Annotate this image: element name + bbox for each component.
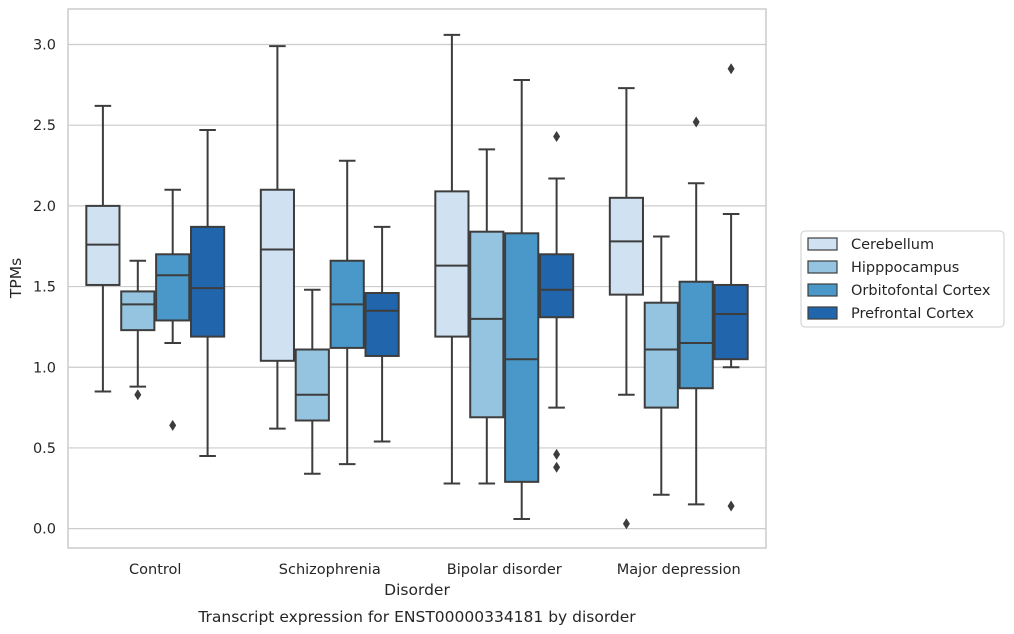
box-0-3 [190, 129, 226, 458]
y-tick-label: 2.0 [33, 199, 56, 215]
y-tick-label: 1.5 [33, 280, 56, 296]
x-tick-labels: Control Schizophrenia Bipolar disorder Majo… [129, 562, 741, 578]
box-2-1 [469, 148, 505, 485]
y-tick-label: 0.5 [33, 441, 56, 457]
outlier-point [553, 448, 561, 460]
plot-area-frame [67, 8, 767, 549]
y-tick-label: 3.0 [33, 38, 56, 54]
outlier-point [692, 116, 700, 128]
legend-swatch [807, 306, 838, 320]
y-tick-label: 0.0 [33, 522, 56, 538]
legend-swatch [807, 260, 838, 274]
box-3-3 [713, 63, 749, 512]
x-tick-label: Control [129, 562, 181, 578]
box-iqr [364, 292, 400, 357]
box-iqr [469, 230, 505, 419]
box-iqr [643, 301, 679, 409]
outlier-point [134, 389, 142, 401]
box-iqr [434, 190, 470, 338]
box-iqr [120, 290, 156, 332]
legend-label: Cerebellum [851, 237, 934, 253]
box-2-2 [504, 79, 540, 520]
box-2-0 [434, 33, 470, 485]
box-groups [85, 33, 749, 530]
x-tick-label: Major depression [617, 562, 741, 578]
legend-swatch [807, 283, 838, 297]
box-iqr [713, 283, 749, 361]
y-axis-title: TPMs [7, 258, 25, 299]
box-0-0 [85, 104, 121, 393]
outlier-point [553, 461, 561, 473]
x-tick-label: Schizophrenia [279, 562, 381, 578]
legend-label: Prefrontal Cortex [851, 306, 974, 322]
box-3-2 [678, 116, 714, 506]
box-1-2 [329, 159, 365, 466]
box-iqr [608, 196, 644, 296]
outlier-point [169, 419, 177, 431]
box-1-1 [294, 288, 330, 475]
box-iqr [678, 280, 714, 390]
y-tick-label: 1.0 [33, 360, 56, 376]
outlier-point [727, 500, 735, 512]
box-2-3 [539, 130, 575, 473]
box-iqr [294, 348, 330, 422]
box-iqr [155, 253, 191, 322]
box-iqr [259, 188, 295, 362]
legend-label: Hipppocampus [851, 260, 959, 276]
box-1-3 [364, 225, 400, 443]
box-0-1 [120, 259, 156, 401]
legend-label: Orbitofontal Cortex [851, 283, 991, 299]
box-iqr [190, 225, 226, 338]
x-axis-title: Disorder [384, 581, 450, 599]
legend: Cerebellum Hipppocampus Orbitofontal Corte… [800, 230, 1005, 328]
outlier-point [553, 130, 561, 142]
box-0-2 [155, 188, 191, 431]
x-tick-label: Bipolar disorder [447, 562, 562, 578]
outlier-point [622, 518, 630, 530]
box-3-0 [608, 87, 644, 530]
y-tick-label: 2.5 [33, 118, 56, 134]
box-1-0 [259, 45, 295, 430]
legend-swatch [807, 237, 838, 251]
box-3-1 [643, 235, 679, 496]
y-tick-labels: 0.0 0.5 1.0 1.5 2.0 2.5 3.0 [33, 38, 56, 538]
chart-caption: Transcript expression for ENST0000033418… [197, 608, 636, 626]
legend-frame [800, 230, 1005, 328]
box-iqr [539, 253, 575, 319]
outlier-point [727, 63, 735, 75]
box-iqr [504, 232, 540, 483]
